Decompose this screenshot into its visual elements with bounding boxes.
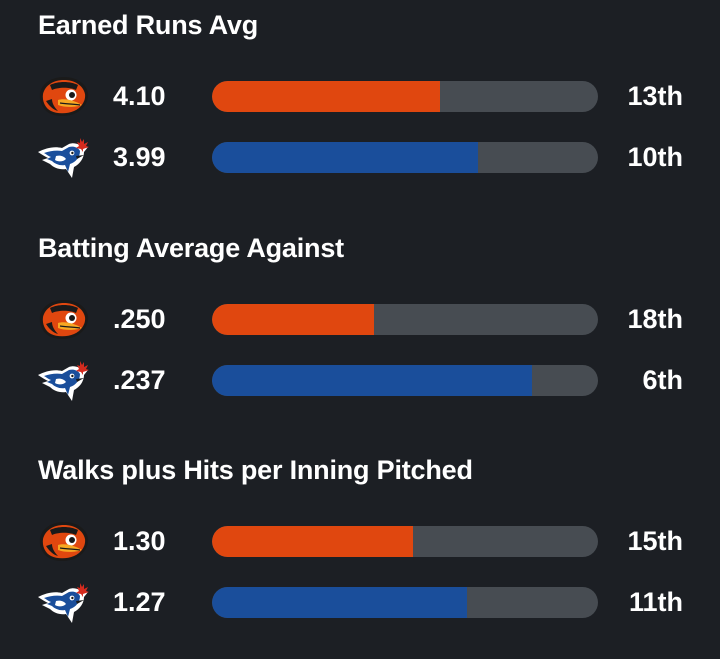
orioles-bird-logo-icon <box>36 296 92 342</box>
stat-bar <box>212 304 598 335</box>
stat-row-bluejays: 3.99 10th <box>0 132 720 182</box>
stat-bar <box>212 81 598 112</box>
stat-row-orioles: 4.10 13th <box>0 71 720 121</box>
orioles-bird-logo-icon <box>36 518 92 564</box>
stat-bar-fill <box>212 81 440 112</box>
stat-bar-fill <box>212 142 479 173</box>
bluejays-logo-icon <box>36 579 92 625</box>
stat-value: 1.27 <box>113 587 166 617</box>
stat-title: Walks plus Hits per Inning Pitched <box>38 455 473 485</box>
stat-value: 4.10 <box>113 81 166 111</box>
stat-bar <box>212 587 598 618</box>
stat-rank: 6th <box>642 365 684 395</box>
stat-bar <box>212 142 598 173</box>
bluejays-logo-icon <box>36 357 92 403</box>
stat-rank: 11th <box>628 587 683 617</box>
stat-row-orioles: 1.30 15th <box>0 516 720 566</box>
stat-row-orioles: .250 18th <box>0 294 720 344</box>
stat-bar <box>212 526 598 557</box>
stat-rank: 13th <box>627 81 683 111</box>
bluejays-logo-icon <box>36 134 92 180</box>
stat-title: Earned Runs Avg <box>38 10 259 40</box>
stat-rank: 15th <box>627 526 683 556</box>
stat-value: .237 <box>113 365 166 395</box>
stat-title: Batting Average Against <box>38 233 344 263</box>
stat-bar <box>212 365 598 396</box>
stat-bar-fill <box>212 526 413 557</box>
stat-rank: 10th <box>627 142 683 172</box>
stat-row-bluejays: .237 6th <box>0 355 720 405</box>
orioles-bird-logo-icon <box>36 73 92 119</box>
stat-value: 1.30 <box>113 526 166 556</box>
stat-value: .250 <box>113 304 166 334</box>
stat-row-bluejays: 1.27 11th <box>0 577 720 627</box>
stat-bar-fill <box>212 587 467 618</box>
stat-bar-fill <box>212 365 533 396</box>
stat-value: 3.99 <box>113 142 166 172</box>
stat-rank: 18th <box>627 304 683 334</box>
stat-bar-fill <box>212 304 375 335</box>
